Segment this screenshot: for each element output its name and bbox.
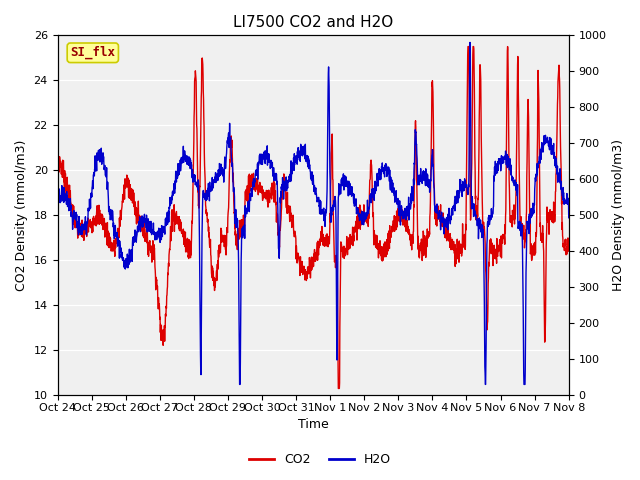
Y-axis label: CO2 Density (mmol/m3): CO2 Density (mmol/m3): [15, 140, 28, 291]
Legend: CO2, H2O: CO2, H2O: [244, 448, 396, 471]
Text: SI_flx: SI_flx: [70, 46, 115, 60]
Y-axis label: H2O Density (mmol/m3): H2O Density (mmol/m3): [612, 139, 625, 291]
Title: LI7500 CO2 and H2O: LI7500 CO2 and H2O: [233, 15, 393, 30]
X-axis label: Time: Time: [298, 419, 328, 432]
